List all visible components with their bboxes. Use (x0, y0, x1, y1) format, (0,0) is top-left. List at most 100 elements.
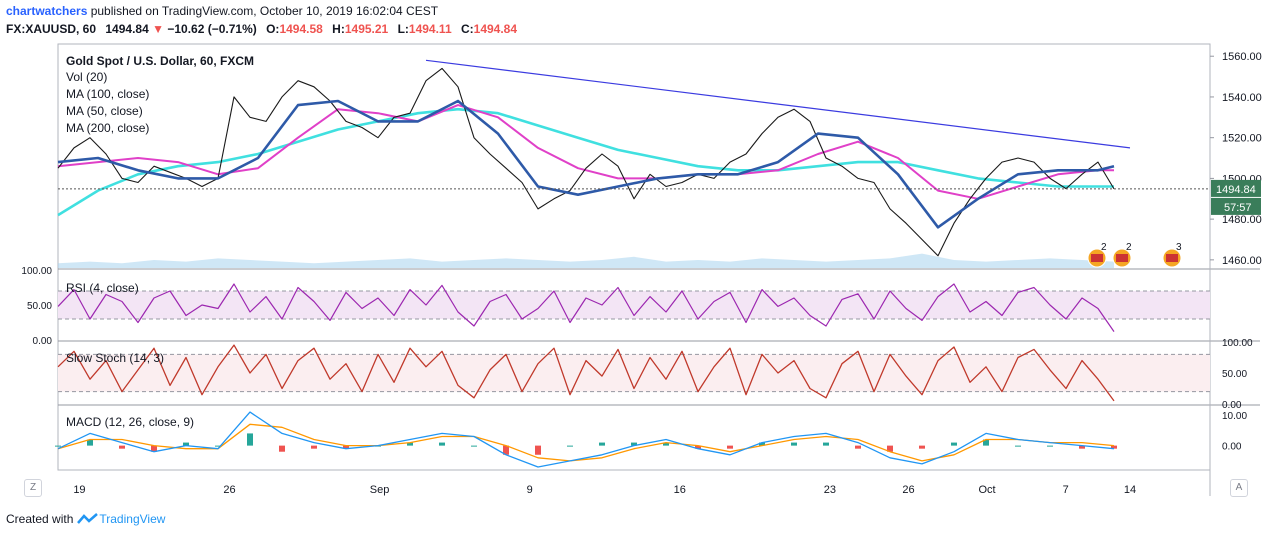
price-tag-bg (1211, 179, 1261, 197)
stoch-tick-label: 100.00 (1222, 338, 1253, 349)
published-text: published on TradingView.com, October 10… (87, 4, 439, 18)
macd-label: MACD (12, 26, close, 9) (66, 415, 194, 429)
legend-ma50: MA (50, close) (66, 104, 143, 118)
stoch-band (58, 354, 1210, 392)
open-value: 1494.58 (279, 22, 323, 36)
macd-histogram-bar (1079, 445, 1085, 449)
rsi-line (57, 283, 1115, 332)
zoom-reset-button[interactable]: Z (24, 479, 42, 497)
low-label: L: (397, 22, 409, 36)
legend-title: Gold Spot / U.S. Dollar, 60, FXCM (66, 54, 254, 68)
price-tick-label: 1560.00 (1222, 51, 1262, 63)
macd-histogram-bar (151, 445, 157, 452)
macd-histogram-bar (1111, 445, 1117, 449)
macd-tick-label: 0.00 (1222, 442, 1242, 453)
footer: Created with TradingView (6, 512, 165, 526)
macd-histogram-bar (567, 445, 573, 447)
time-tick-label: 16 (674, 484, 686, 496)
ma50-line (57, 99, 1115, 229)
time-tick-label: Oct (979, 484, 996, 496)
macd-histogram-bar (439, 442, 445, 446)
stoch-tick-label: 0.00 (1222, 400, 1242, 411)
legend-vol: Vol (20) (66, 70, 107, 84)
time-tick-label: 26 (902, 484, 914, 496)
publish-info: chartwatchers published on TradingView.c… (6, 4, 438, 18)
macd-histogram-bar (503, 445, 509, 455)
macd-histogram-bar (695, 445, 701, 449)
time-tick-label: 9 (527, 484, 533, 496)
price-tick-label: 1540.00 (1222, 92, 1262, 104)
us-flag-stripes-icon (1116, 254, 1128, 262)
event-count: 2 (1101, 242, 1107, 253)
tradingview-logo[interactable]: TradingView (77, 512, 165, 526)
last-price: 1494.84 (105, 22, 149, 36)
macd-histogram-bar (887, 445, 893, 452)
rsi-tick-label: 100.00 (21, 266, 52, 277)
time-tick-label: 7 (1063, 484, 1069, 496)
macd-histogram-bar (983, 439, 989, 446)
us-flag-stripes-icon (1166, 254, 1178, 262)
created-with-text: Created with (6, 512, 74, 526)
legend-ma200: MA (200, close) (66, 121, 149, 135)
macd-histogram-bar (919, 445, 925, 449)
stoch-line (57, 344, 1115, 402)
rsi-label: RSI (4, close) (66, 281, 139, 295)
trendline (425, 59, 1131, 149)
macd-histogram-bar (951, 442, 957, 446)
macd-histogram-bar (599, 442, 605, 446)
price-tag: 1494.84 (1216, 184, 1256, 196)
macd-histogram-bar (791, 442, 797, 446)
macd-histogram-bar (823, 442, 829, 446)
macd-line (57, 411, 1115, 468)
macd-histogram-bar (727, 445, 733, 449)
macd-histogram-bar (247, 433, 253, 446)
symbol-label: FX:XAUUSD, 60 (6, 22, 97, 36)
tradingview-brand: TradingView (99, 512, 166, 526)
close-label: C: (460, 22, 474, 36)
time-tick-label: Sep (370, 484, 390, 496)
high-value: 1495.21 (344, 22, 389, 36)
price-line (57, 67, 1115, 257)
price-tick-label: 1460.00 (1222, 255, 1262, 267)
time-tick-label: 14 (1124, 484, 1136, 496)
tradingview-cloud-icon (77, 513, 99, 524)
macd-histogram-bar (855, 445, 861, 449)
time-tick-label: 19 (73, 484, 85, 496)
change-value: −10.62 (−0.71%) (167, 22, 257, 36)
macd-histogram-bar (535, 445, 541, 455)
macd-histogram-bar (1015, 445, 1021, 447)
open-label: O: (266, 22, 280, 36)
rsi-tick-label: 50.00 (27, 301, 52, 312)
countdown-bg (1211, 197, 1261, 215)
low-value: 1494.11 (408, 22, 452, 36)
macd-histogram-bar (759, 442, 765, 446)
close-value: 1494.84 (473, 22, 518, 36)
rsi-tick-label: 0.00 (33, 336, 53, 347)
macd-histogram-bar (119, 445, 125, 449)
event-count: 3 (1176, 242, 1182, 253)
macd-histogram-bar (1047, 445, 1053, 447)
macd-histogram-bar (407, 442, 413, 446)
macd-histogram-bar (311, 445, 317, 449)
macd-histogram-bar (55, 445, 61, 447)
ma200-line (57, 107, 1114, 217)
volume-area (58, 253, 1114, 268)
event-count: 2 (1126, 242, 1132, 253)
high-label: H: (332, 22, 345, 36)
stoch-tick-label: 50.00 (1222, 369, 1247, 380)
stoch-label: Slow Stoch (14, 3) (66, 351, 164, 365)
macd-histogram-bar (631, 442, 637, 446)
macd-histogram-bar (183, 442, 189, 446)
ohlc-line: FX:XAUUSD, 60 1494.84 ▼ −10.62 (−0.71%) … (6, 22, 517, 36)
macd-histogram-bar (663, 442, 669, 446)
us-flag-stripes-icon (1091, 254, 1103, 262)
macd-histogram-bar (343, 445, 349, 449)
macd-histogram-bar (471, 445, 477, 447)
legend-ma100: MA (100, close) (66, 87, 149, 101)
macd-tick-label: 10.00 (1222, 411, 1247, 422)
author-link[interactable]: chartwatchers (6, 4, 88, 18)
auto-scale-button[interactable]: A (1230, 479, 1248, 497)
macd-histogram-bar (279, 445, 285, 452)
price-tick-label: 1520.00 (1222, 133, 1262, 145)
